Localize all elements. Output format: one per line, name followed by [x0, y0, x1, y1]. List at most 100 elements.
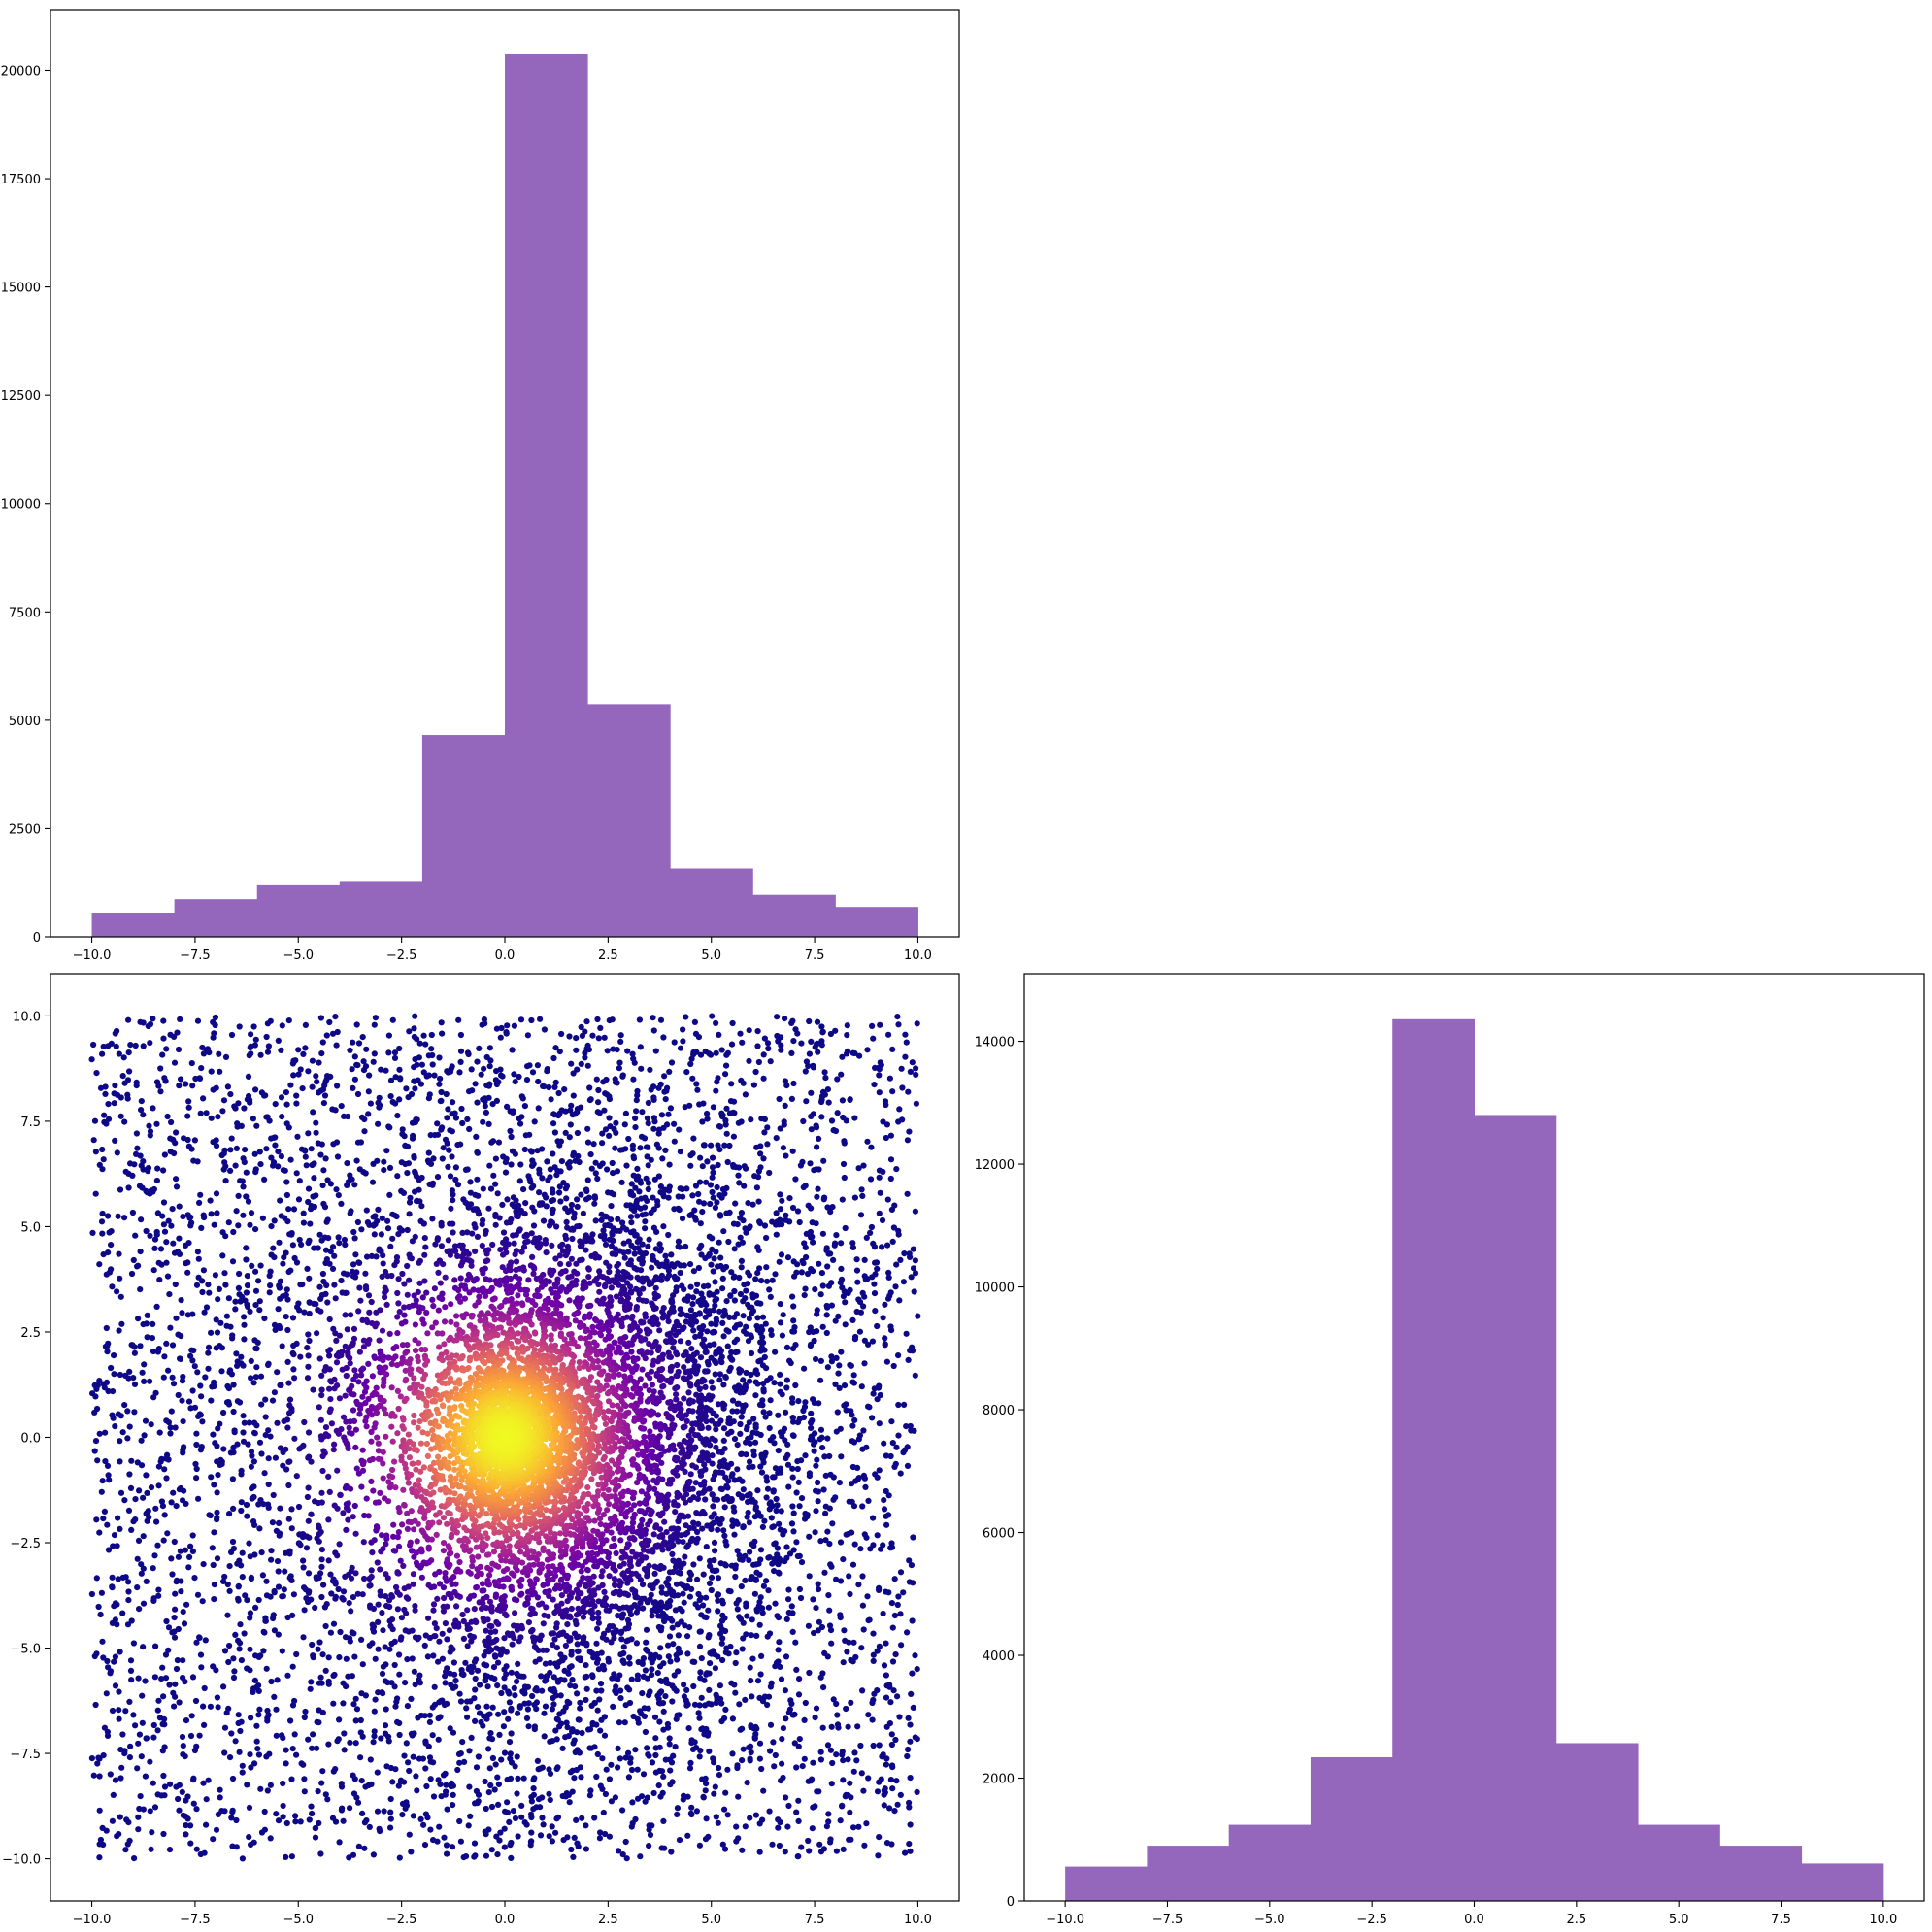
scatter-point [260, 1648, 267, 1654]
scatter-point [717, 1560, 724, 1567]
scatter-point [94, 1382, 101, 1389]
y-tick-label: 15000 [1, 282, 41, 296]
scatter-point [656, 1718, 663, 1725]
scatter-point [168, 1408, 175, 1415]
scatter-point [205, 1282, 212, 1288]
scatter-point [520, 1186, 527, 1193]
scatter-point [642, 1225, 649, 1232]
scatter-point [202, 1637, 209, 1644]
scatter-point [131, 1381, 139, 1387]
scatter-point [152, 1505, 159, 1512]
scatter-point [602, 1830, 609, 1838]
scatter-point [692, 1216, 699, 1223]
scatter-point [264, 1707, 271, 1715]
scatter-point [466, 1125, 473, 1133]
scatter-point [147, 1378, 153, 1384]
scatter-point [622, 1110, 630, 1116]
scatter-point [566, 1134, 573, 1141]
scatter-point [779, 1736, 785, 1743]
scatter-point [859, 1503, 866, 1510]
scatter-point [738, 1257, 746, 1264]
scatter-point [190, 1347, 197, 1354]
scatter-point [829, 1520, 836, 1527]
scatter-point [508, 1730, 515, 1737]
scatter-point [157, 1246, 165, 1252]
scatter-point [593, 1773, 600, 1781]
scatter-point [805, 1202, 812, 1209]
scatter-point [721, 1846, 729, 1852]
scatter-point [614, 1080, 620, 1086]
scatter-point [908, 1562, 916, 1569]
scatter-point [885, 1031, 892, 1038]
scatter-point [247, 1646, 253, 1652]
scatter-point [363, 1817, 370, 1824]
scatter-point [807, 1343, 815, 1349]
scatter-point [185, 1240, 192, 1247]
scatter-point [809, 1219, 816, 1226]
scatter-point [279, 1343, 285, 1349]
scatter-point [820, 1486, 827, 1493]
scatter-point [150, 1721, 157, 1729]
scatter-point [371, 1021, 378, 1028]
scatter-point [372, 1015, 379, 1021]
scatter-point [525, 1700, 532, 1707]
scatter-point [704, 1110, 711, 1117]
scatter-point [707, 1051, 715, 1058]
scatter-point [175, 1391, 182, 1399]
scatter-point [666, 1068, 673, 1075]
scatter-point [882, 1785, 888, 1792]
scatter-point [895, 1593, 902, 1600]
scatter-point [234, 1441, 241, 1448]
scatter-point [874, 1396, 881, 1403]
scatter-point [709, 1013, 716, 1019]
scatter-point [696, 1842, 704, 1849]
scatter-point [243, 1501, 250, 1509]
scatter-point [280, 1802, 286, 1810]
scatter-point [207, 1197, 214, 1204]
scatter-point [199, 1288, 206, 1296]
scatter-point [568, 1846, 575, 1853]
scatter-point [257, 1161, 264, 1168]
scatter-point [430, 1793, 438, 1800]
scatter-point [103, 1827, 110, 1834]
scatter-point [714, 1079, 720, 1085]
scatter-point [893, 1261, 900, 1268]
scatter-point [738, 1210, 746, 1216]
scatter-point [494, 1801, 502, 1808]
scatter-point [320, 1582, 327, 1588]
scatter-point [448, 1682, 454, 1688]
scatter-point [578, 1774, 584, 1781]
scatter-point [99, 1166, 106, 1173]
scatter-point [912, 1270, 919, 1277]
scatter-point [423, 1073, 430, 1080]
scatter-point [696, 1198, 703, 1205]
scatter-point [824, 1204, 831, 1211]
scatter-point [660, 1223, 667, 1230]
scatter-point [683, 1069, 690, 1076]
scatter-point [840, 1556, 847, 1563]
scatter-point [841, 1140, 848, 1147]
scatter-point [568, 1201, 576, 1209]
scatter-point [129, 1172, 136, 1179]
scatter-point [494, 1682, 501, 1689]
scatter-point [514, 1790, 520, 1797]
scatter-point [887, 1156, 895, 1163]
scatter-point [203, 1821, 210, 1828]
scatter-point [247, 1044, 253, 1051]
scatter-point [543, 1194, 550, 1201]
scatter-point [779, 1760, 785, 1767]
scatter-point [411, 1730, 417, 1737]
scatter-point [309, 1083, 316, 1090]
scatter-point [474, 1176, 481, 1183]
scatter-point [159, 1503, 166, 1510]
scatter-point [507, 1127, 514, 1135]
scatter-point [392, 1766, 399, 1773]
scatter-point [200, 1095, 207, 1102]
scatter-point [309, 1745, 316, 1751]
scatter-point [486, 1045, 493, 1051]
scatter-point [245, 1441, 251, 1448]
scatter-point [700, 1283, 708, 1290]
scatter-point [632, 1747, 639, 1753]
scatter-point [625, 1774, 633, 1781]
scatter-point [649, 1672, 655, 1679]
